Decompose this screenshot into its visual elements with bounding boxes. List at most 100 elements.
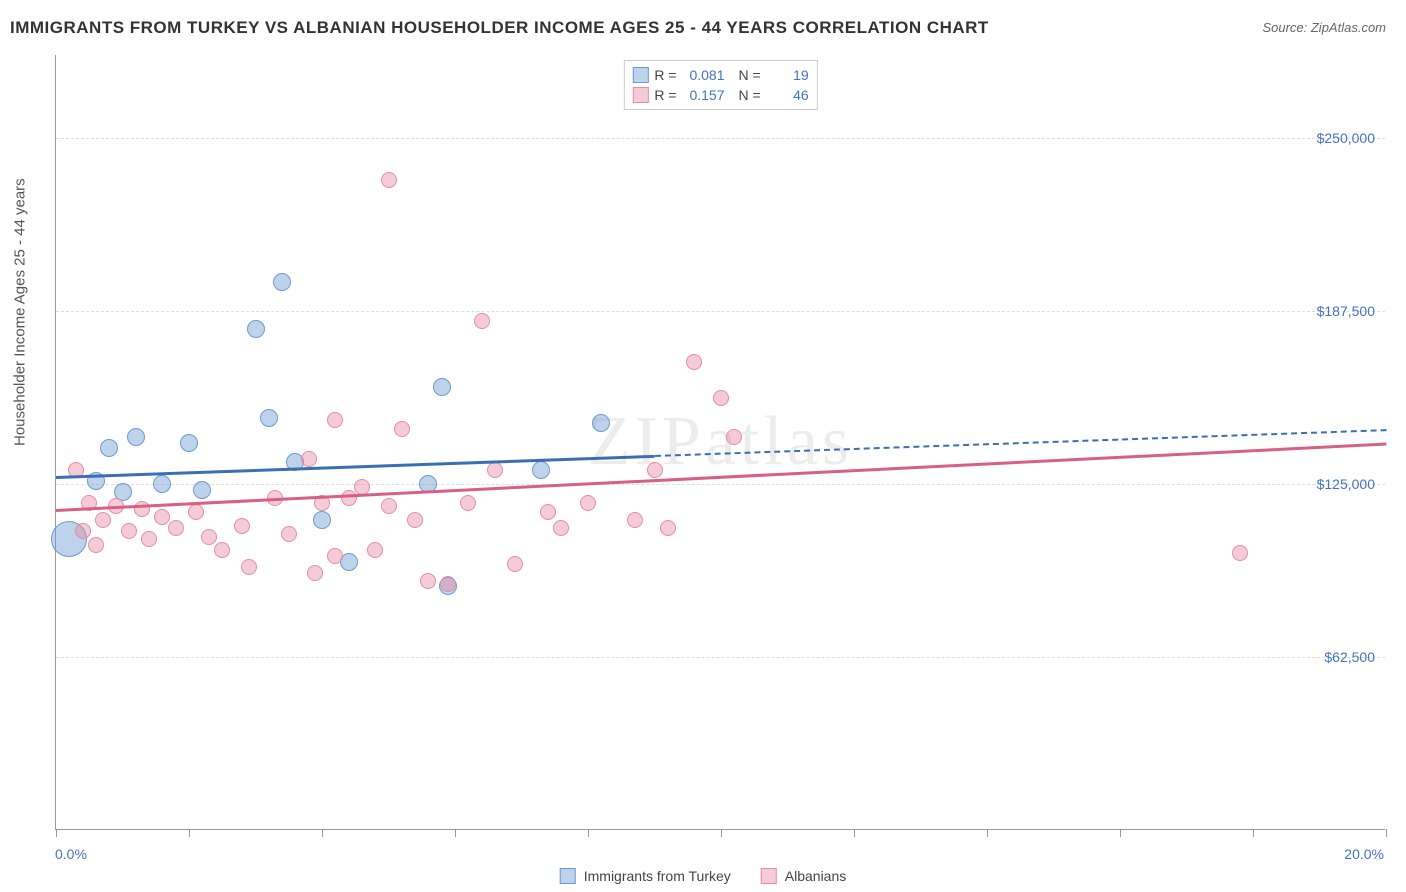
data-point bbox=[381, 172, 397, 188]
data-point bbox=[180, 434, 198, 452]
data-point bbox=[381, 498, 397, 514]
data-point bbox=[153, 475, 171, 493]
legend-swatch bbox=[632, 87, 648, 103]
y-tick-label: $62,500 bbox=[1324, 649, 1375, 665]
data-point bbox=[307, 565, 323, 581]
data-point bbox=[327, 548, 343, 564]
data-point bbox=[660, 520, 676, 536]
grid-line bbox=[56, 484, 1385, 485]
data-point bbox=[394, 421, 410, 437]
y-tick-label: $250,000 bbox=[1317, 130, 1375, 146]
stats-r-value: 0.157 bbox=[683, 87, 725, 103]
data-point bbox=[121, 523, 137, 539]
data-point bbox=[647, 462, 663, 478]
data-point bbox=[260, 409, 278, 427]
x-tick bbox=[721, 829, 722, 837]
data-point bbox=[141, 531, 157, 547]
trend-line bbox=[56, 455, 655, 479]
grid-line bbox=[56, 138, 1385, 139]
legend-swatch bbox=[560, 868, 576, 884]
data-point bbox=[247, 320, 265, 338]
stats-n-value: 19 bbox=[767, 67, 809, 83]
x-tick bbox=[455, 829, 456, 837]
data-point bbox=[440, 576, 456, 592]
stats-n-label: N = bbox=[739, 87, 761, 103]
correlation-stats-box: R = 0.081 N = 19 R = 0.157 N = 46 bbox=[623, 60, 817, 110]
bottom-legend: Immigrants from Turkey Albanians bbox=[560, 868, 847, 884]
x-axis-min-label: 0.0% bbox=[55, 846, 87, 862]
data-point bbox=[327, 412, 343, 428]
data-point bbox=[313, 511, 331, 529]
x-tick bbox=[588, 829, 589, 837]
data-point bbox=[281, 526, 297, 542]
data-point bbox=[301, 451, 317, 467]
data-point bbox=[341, 490, 357, 506]
data-point bbox=[686, 354, 702, 370]
chart-container: IMMIGRANTS FROM TURKEY VS ALBANIAN HOUSE… bbox=[0, 0, 1406, 892]
x-tick bbox=[987, 829, 988, 837]
data-point bbox=[507, 556, 523, 572]
stats-n-value: 46 bbox=[767, 87, 809, 103]
legend-item: Immigrants from Turkey bbox=[560, 868, 731, 884]
data-point bbox=[532, 461, 550, 479]
data-point bbox=[214, 542, 230, 558]
x-tick bbox=[854, 829, 855, 837]
legend-swatch bbox=[632, 67, 648, 83]
data-point bbox=[193, 481, 211, 499]
data-point bbox=[592, 414, 610, 432]
data-point bbox=[474, 313, 490, 329]
source-attribution: Source: ZipAtlas.com bbox=[1262, 20, 1386, 35]
data-point bbox=[241, 559, 257, 575]
x-tick bbox=[322, 829, 323, 837]
data-point bbox=[168, 520, 184, 536]
watermark: ZIPatlas bbox=[588, 402, 853, 482]
data-point bbox=[367, 542, 383, 558]
x-tick bbox=[189, 829, 190, 837]
data-point bbox=[1232, 545, 1248, 561]
y-tick-label: $187,500 bbox=[1317, 303, 1375, 319]
x-axis-max-label: 20.0% bbox=[1344, 846, 1384, 862]
legend-item: Albanians bbox=[761, 868, 847, 884]
data-point bbox=[234, 518, 250, 534]
data-point bbox=[627, 512, 643, 528]
data-point bbox=[580, 495, 596, 511]
data-point bbox=[95, 512, 111, 528]
y-axis-label: Householder Income Ages 25 - 44 years bbox=[12, 178, 29, 446]
stats-r-label: R = bbox=[654, 67, 676, 83]
data-point bbox=[553, 520, 569, 536]
stats-r-label: R = bbox=[654, 87, 676, 103]
stats-row: R = 0.157 N = 46 bbox=[632, 85, 808, 105]
data-point bbox=[433, 378, 451, 396]
plot-area: ZIPatlas R = 0.081 N = 19 R = 0.157 N = 46 $62,… bbox=[55, 55, 1385, 830]
data-point bbox=[188, 504, 204, 520]
data-point bbox=[713, 390, 729, 406]
trend-line bbox=[654, 429, 1386, 457]
data-point bbox=[154, 509, 170, 525]
legend-label: Immigrants from Turkey bbox=[584, 868, 731, 884]
stats-r-value: 0.081 bbox=[683, 67, 725, 83]
chart-title: IMMIGRANTS FROM TURKEY VS ALBANIAN HOUSE… bbox=[10, 18, 989, 38]
data-point bbox=[100, 439, 118, 457]
data-point bbox=[75, 523, 91, 539]
stats-row: R = 0.081 N = 19 bbox=[632, 65, 808, 85]
legend-swatch bbox=[761, 868, 777, 884]
data-point bbox=[487, 462, 503, 478]
data-point bbox=[127, 428, 145, 446]
data-point bbox=[201, 529, 217, 545]
data-point bbox=[273, 273, 291, 291]
grid-line bbox=[56, 311, 1385, 312]
data-point bbox=[420, 573, 436, 589]
data-point bbox=[540, 504, 556, 520]
data-point bbox=[134, 501, 150, 517]
stats-n-label: N = bbox=[739, 67, 761, 83]
grid-line bbox=[56, 657, 1385, 658]
data-point bbox=[354, 479, 370, 495]
x-tick bbox=[56, 829, 57, 837]
data-point bbox=[460, 495, 476, 511]
legend-label: Albanians bbox=[785, 868, 847, 884]
x-tick bbox=[1120, 829, 1121, 837]
data-point bbox=[407, 512, 423, 528]
data-point bbox=[88, 537, 104, 553]
y-tick-label: $125,000 bbox=[1317, 476, 1375, 492]
x-tick bbox=[1386, 829, 1387, 837]
